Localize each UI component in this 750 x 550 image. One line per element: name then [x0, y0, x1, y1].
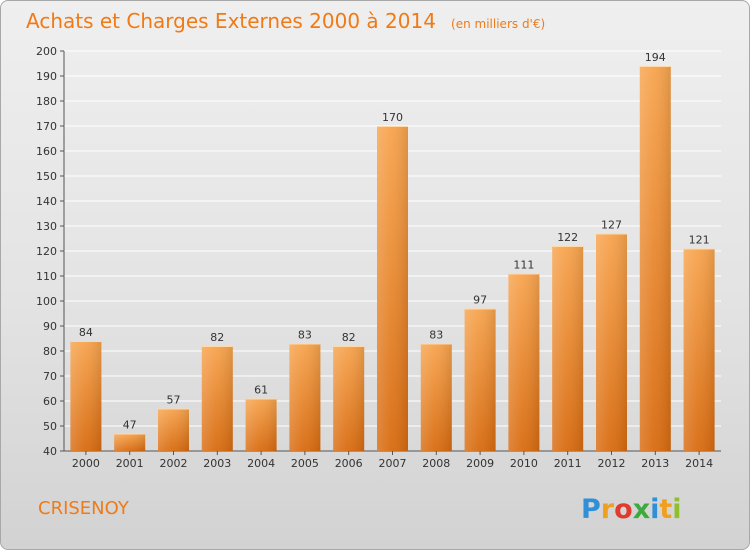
logo-letter: t [659, 494, 672, 525]
y-tick-label: 130 [36, 220, 57, 233]
chart-title-unit: (en milliers d'€) [451, 17, 545, 31]
y-tick-label: 40 [43, 445, 57, 458]
logo-letter: o [614, 494, 633, 525]
bar-value-label: 82 [342, 331, 356, 344]
logo-letter: i [672, 494, 681, 525]
x-tick-label: 2013 [641, 457, 669, 470]
bar-value-label: 127 [601, 219, 622, 232]
y-tick-label: 100 [36, 295, 57, 308]
bar-shine [596, 233, 627, 451]
bar-value-label: 84 [79, 326, 93, 339]
bar-shine [201, 346, 233, 451]
bar-shine [377, 126, 408, 451]
x-tick-label: 2007 [379, 457, 407, 470]
chart-title-main: Achats et Charges Externes 2000 à 2014 [26, 9, 436, 33]
y-tick-label: 170 [36, 120, 57, 133]
y-tick-label: 90 [43, 320, 57, 333]
y-tick-label: 140 [36, 195, 57, 208]
bar-shine [639, 66, 671, 451]
commune-name: CRISENOY [38, 498, 130, 519]
bar-value-label: 82 [210, 331, 224, 344]
logo-letter: i [650, 494, 659, 525]
bar-shine [114, 433, 146, 451]
y-tick-label: 190 [36, 70, 57, 83]
bar-value-label: 61 [254, 384, 268, 397]
x-tick-layer: 2000 2001 2002 2003 2004 2005 2006 2007 2008 2009… [72, 451, 713, 470]
bar-shine [552, 246, 584, 451]
logo-letter: P [581, 494, 601, 525]
y-tick-label: 160 [36, 145, 57, 158]
y-tick-label: 110 [36, 270, 57, 283]
bar-value-label: 83 [429, 329, 443, 342]
bar-shine [70, 341, 102, 451]
bar-value-label: 121 [689, 234, 710, 247]
x-tick-label: 2000 [72, 457, 100, 470]
bar-value-label: 111 [513, 259, 534, 272]
bar-shine [683, 248, 715, 451]
bar-shine [464, 308, 496, 451]
bar-shine [245, 398, 277, 451]
y-tick-label: 80 [43, 345, 57, 358]
y-tick-label: 180 [36, 95, 57, 108]
bar-value-label: 97 [473, 294, 487, 307]
value-label-layer: 84 47 57 82 61 83 82 170 83 97 111 122 127 194 121 [79, 51, 710, 432]
y-tick-label: 120 [36, 245, 57, 258]
y-tick-label: 60 [43, 395, 57, 408]
x-tick-label: 2001 [116, 457, 144, 470]
bar-shine [508, 273, 540, 451]
logo-letter: x [633, 494, 650, 525]
bar-shine [333, 346, 365, 451]
x-tick-label: 2002 [160, 457, 188, 470]
x-tick-label: 2012 [598, 457, 626, 470]
y-tick-label: 70 [43, 370, 57, 383]
bar-value-label: 194 [645, 51, 666, 64]
bar-value-label: 47 [123, 419, 137, 432]
x-tick-label: 2003 [203, 457, 231, 470]
x-tick-label: 2009 [466, 457, 494, 470]
x-tick-label: 2006 [335, 457, 363, 470]
x-tick-label: 2010 [510, 457, 538, 470]
bar-value-label: 83 [298, 329, 312, 342]
y-tick-label: 50 [43, 420, 57, 433]
bar-shine [289, 343, 321, 451]
y-tick-label: 200 [36, 45, 57, 58]
x-tick-label: 2014 [685, 457, 713, 470]
bar-layer [70, 66, 715, 451]
x-tick-label: 2011 [554, 457, 582, 470]
logo-letter: r [601, 494, 615, 525]
bar-value-label: 170 [382, 111, 403, 124]
x-tick-label: 2005 [291, 457, 319, 470]
bar-shine [158, 408, 189, 451]
y-tick-label: 150 [36, 170, 57, 183]
x-tick-label: 2004 [247, 457, 275, 470]
chart-title: Achats et Charges Externes 2000 à 2014 (… [26, 9, 545, 33]
bar-value-label: 57 [167, 394, 181, 407]
x-tick-label: 2008 [422, 457, 450, 470]
bar-shine [420, 343, 452, 451]
proxiti-logo: Proxiti [581, 494, 682, 525]
bar-value-label: 122 [557, 231, 578, 244]
